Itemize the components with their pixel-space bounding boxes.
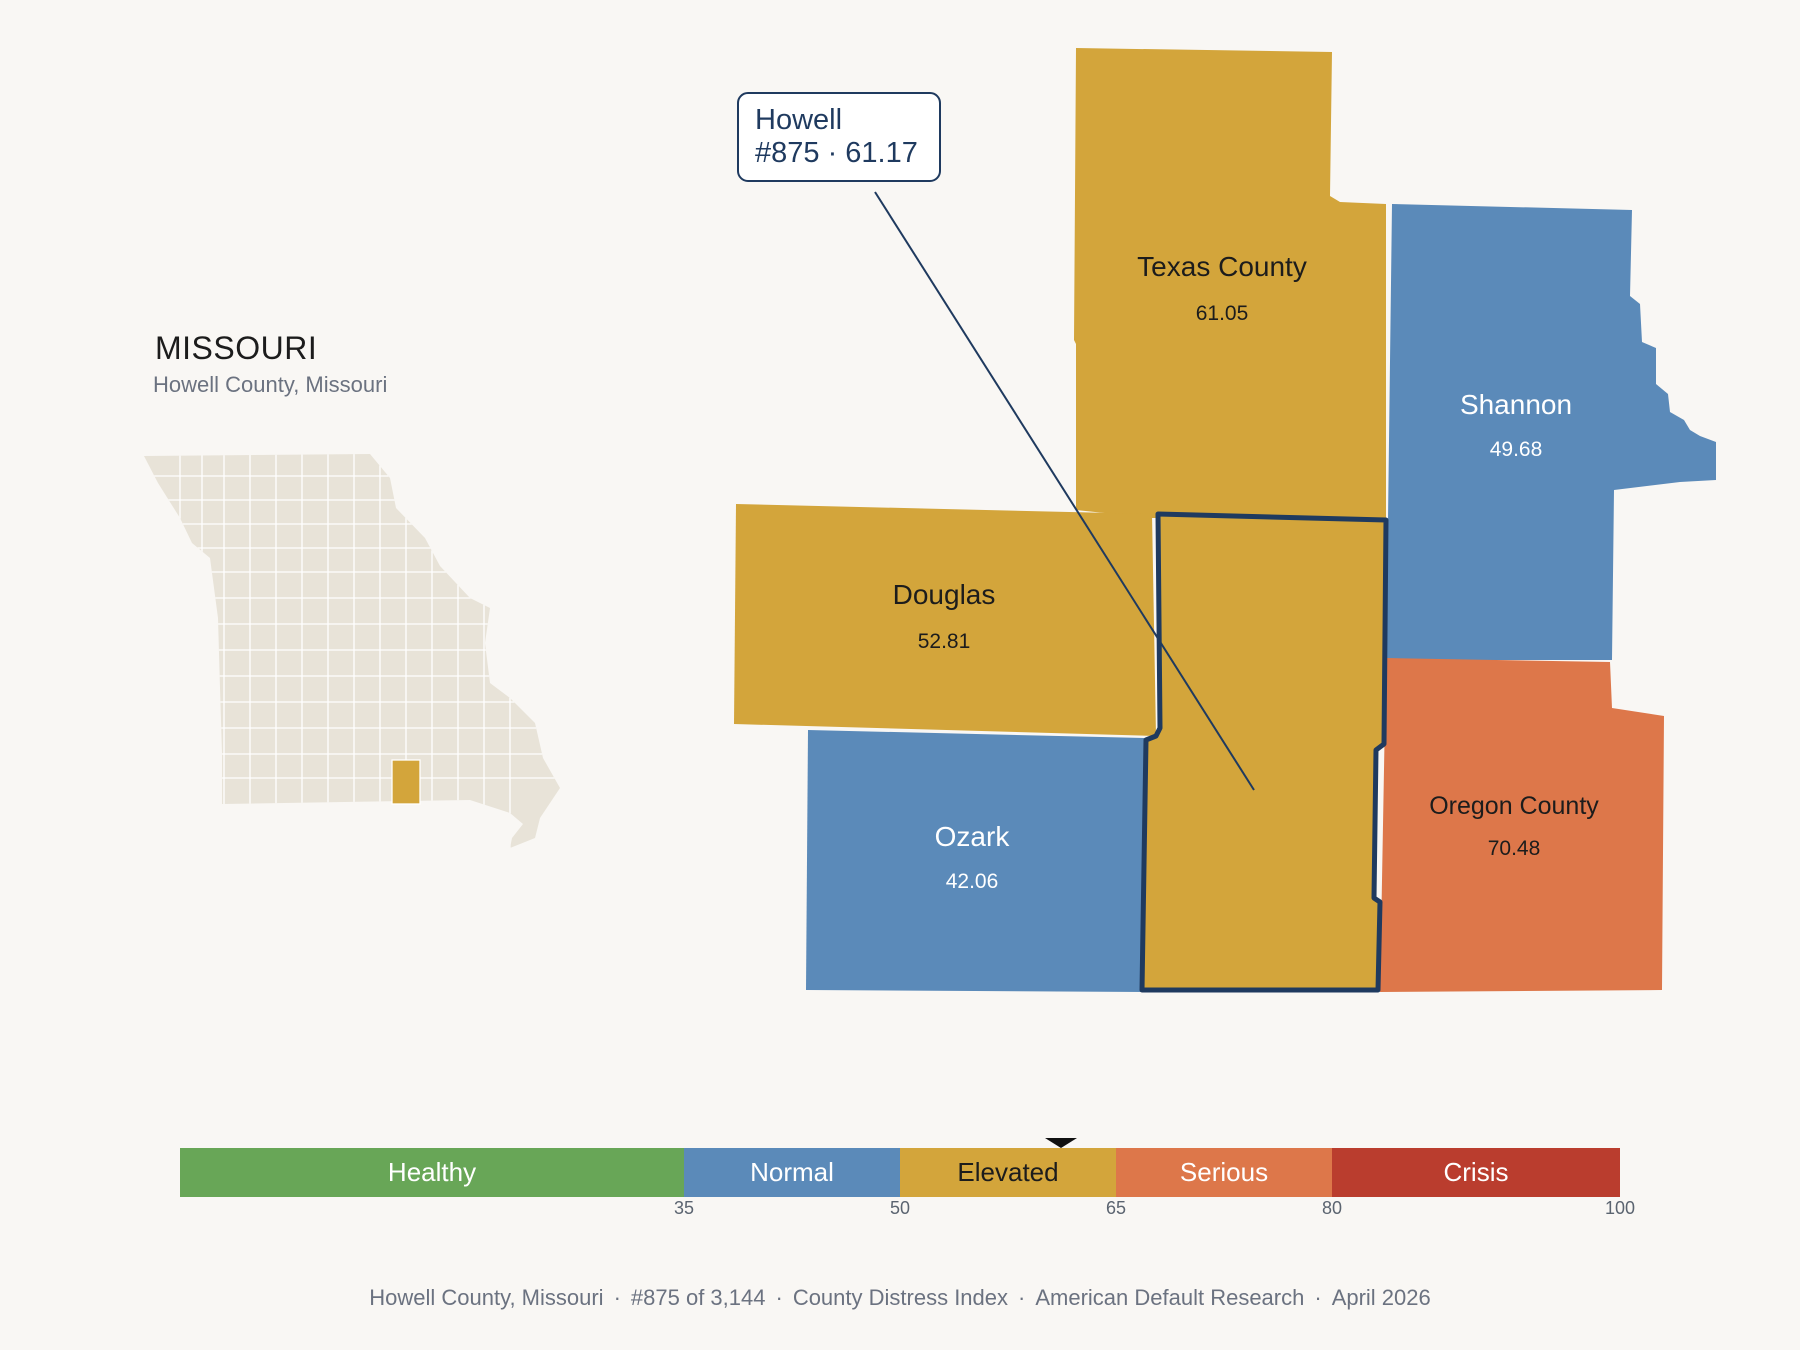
howell-county-locator [391, 759, 421, 805]
county-value-ozark: 42.06 [946, 870, 999, 893]
county-howell [1139, 511, 1389, 993]
county-shannon [1384, 204, 1716, 660]
footer-separator: · [613, 1285, 621, 1310]
county-value-douglas: 52.81 [918, 630, 971, 653]
county-texas [1074, 48, 1386, 518]
howell-callout: Howell #875 · 61.17 [737, 92, 941, 182]
county-ozark [806, 730, 1146, 992]
regional-county-map: Texas County 61.05 Shannon 49.68 Douglas… [734, 48, 1716, 993]
callout-county-name: Howell [755, 104, 843, 136]
county-oregon [1380, 658, 1664, 992]
footer-separator: · [1018, 1285, 1026, 1310]
county-value-shannon: 49.68 [1490, 438, 1543, 461]
county-label-oregon: Oregon County [1429, 792, 1599, 820]
county-value-texas: 61.05 [1196, 302, 1249, 325]
legend-tick-50: 50 [889, 1198, 911, 1218]
county-label-shannon: Shannon [1460, 389, 1572, 420]
missouri-locator-map [144, 454, 560, 848]
footer-separator: · [1314, 1285, 1322, 1310]
distress-scale-legend: Healthy Normal Elevated Serious Crisis [180, 1148, 1620, 1197]
callout-leader-line [874, 191, 1255, 791]
footer-source: American Default Research [1035, 1285, 1305, 1310]
callout-rank-score: #875 · 61.17 [755, 137, 918, 169]
legend-tick-35: 35 [673, 1198, 695, 1218]
legend-segment-elevated: Elevated [900, 1148, 1116, 1197]
legend-tick-65: 65 [1105, 1198, 1127, 1218]
county-label-douglas: Douglas [893, 579, 996, 610]
legend-tick-100: 100 [1604, 1198, 1636, 1218]
county-label-texas: Texas County [1137, 251, 1307, 282]
missouri-outline [144, 454, 560, 848]
state-title: MISSOURI [155, 330, 318, 366]
county-label-ozark: Ozark [935, 821, 1011, 852]
footer-index: County Distress Index [792, 1285, 1009, 1310]
state-subtitle: Howell County, Missouri [153, 372, 388, 397]
footer-rank: #875 of 3,144 [630, 1285, 766, 1310]
footer-credits: Howell County, Missouri · #875 of 3,144 · Co… [0, 1285, 1800, 1311]
footer-date: April 2026 [1331, 1285, 1431, 1310]
score-marker-icon [1045, 1138, 1077, 1148]
legend-tick-80: 80 [1321, 1198, 1343, 1218]
legend-segment-serious: Serious [1116, 1148, 1332, 1197]
legend-segment-healthy: Healthy [180, 1148, 684, 1197]
county-value-oregon: 70.48 [1488, 837, 1541, 860]
footer-separator: · [775, 1285, 783, 1310]
footer-county: Howell County, Missouri [369, 1285, 604, 1310]
legend-segment-normal: Normal [684, 1148, 900, 1197]
county-douglas [734, 504, 1156, 736]
legend-segment-crisis: Crisis [1332, 1148, 1620, 1197]
